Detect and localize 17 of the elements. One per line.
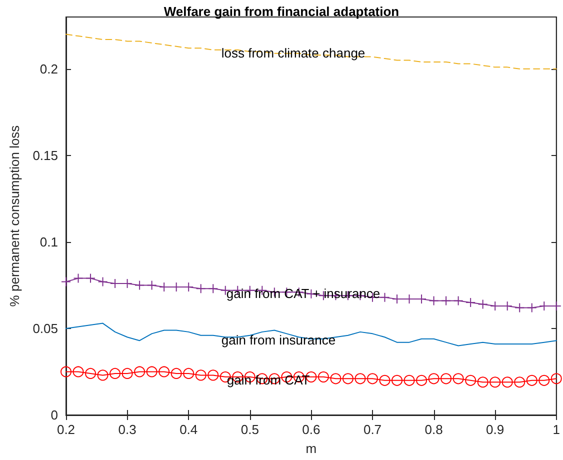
y-axis-title: % permanent consumption loss (7, 124, 22, 307)
x-tick-label: 0.8 (424, 422, 443, 437)
x-tick-label: 0.7 (363, 422, 382, 437)
y-tick-label: 0 (50, 408, 58, 422)
x-tick-label: 0.5 (240, 422, 259, 437)
y-tick-label: 0.1 (40, 234, 58, 250)
y-tick-label: 0.15 (32, 148, 58, 163)
x-tick-label: 0.6 (302, 422, 320, 437)
x-tick-label: 1 (552, 422, 560, 437)
x-tick-label: 0.3 (118, 422, 136, 437)
y-tick-label: 0.2 (40, 61, 58, 76)
x-axis-title: m (306, 441, 317, 456)
x-tick-label: 0.9 (486, 422, 504, 437)
chart-title: Welfare gain from financial adaptation (164, 4, 400, 19)
x-tick-label: 0.2 (56, 422, 76, 437)
x-tick-label: 0.4 (180, 422, 198, 437)
y-tick-label: 0.05 (32, 320, 58, 336)
